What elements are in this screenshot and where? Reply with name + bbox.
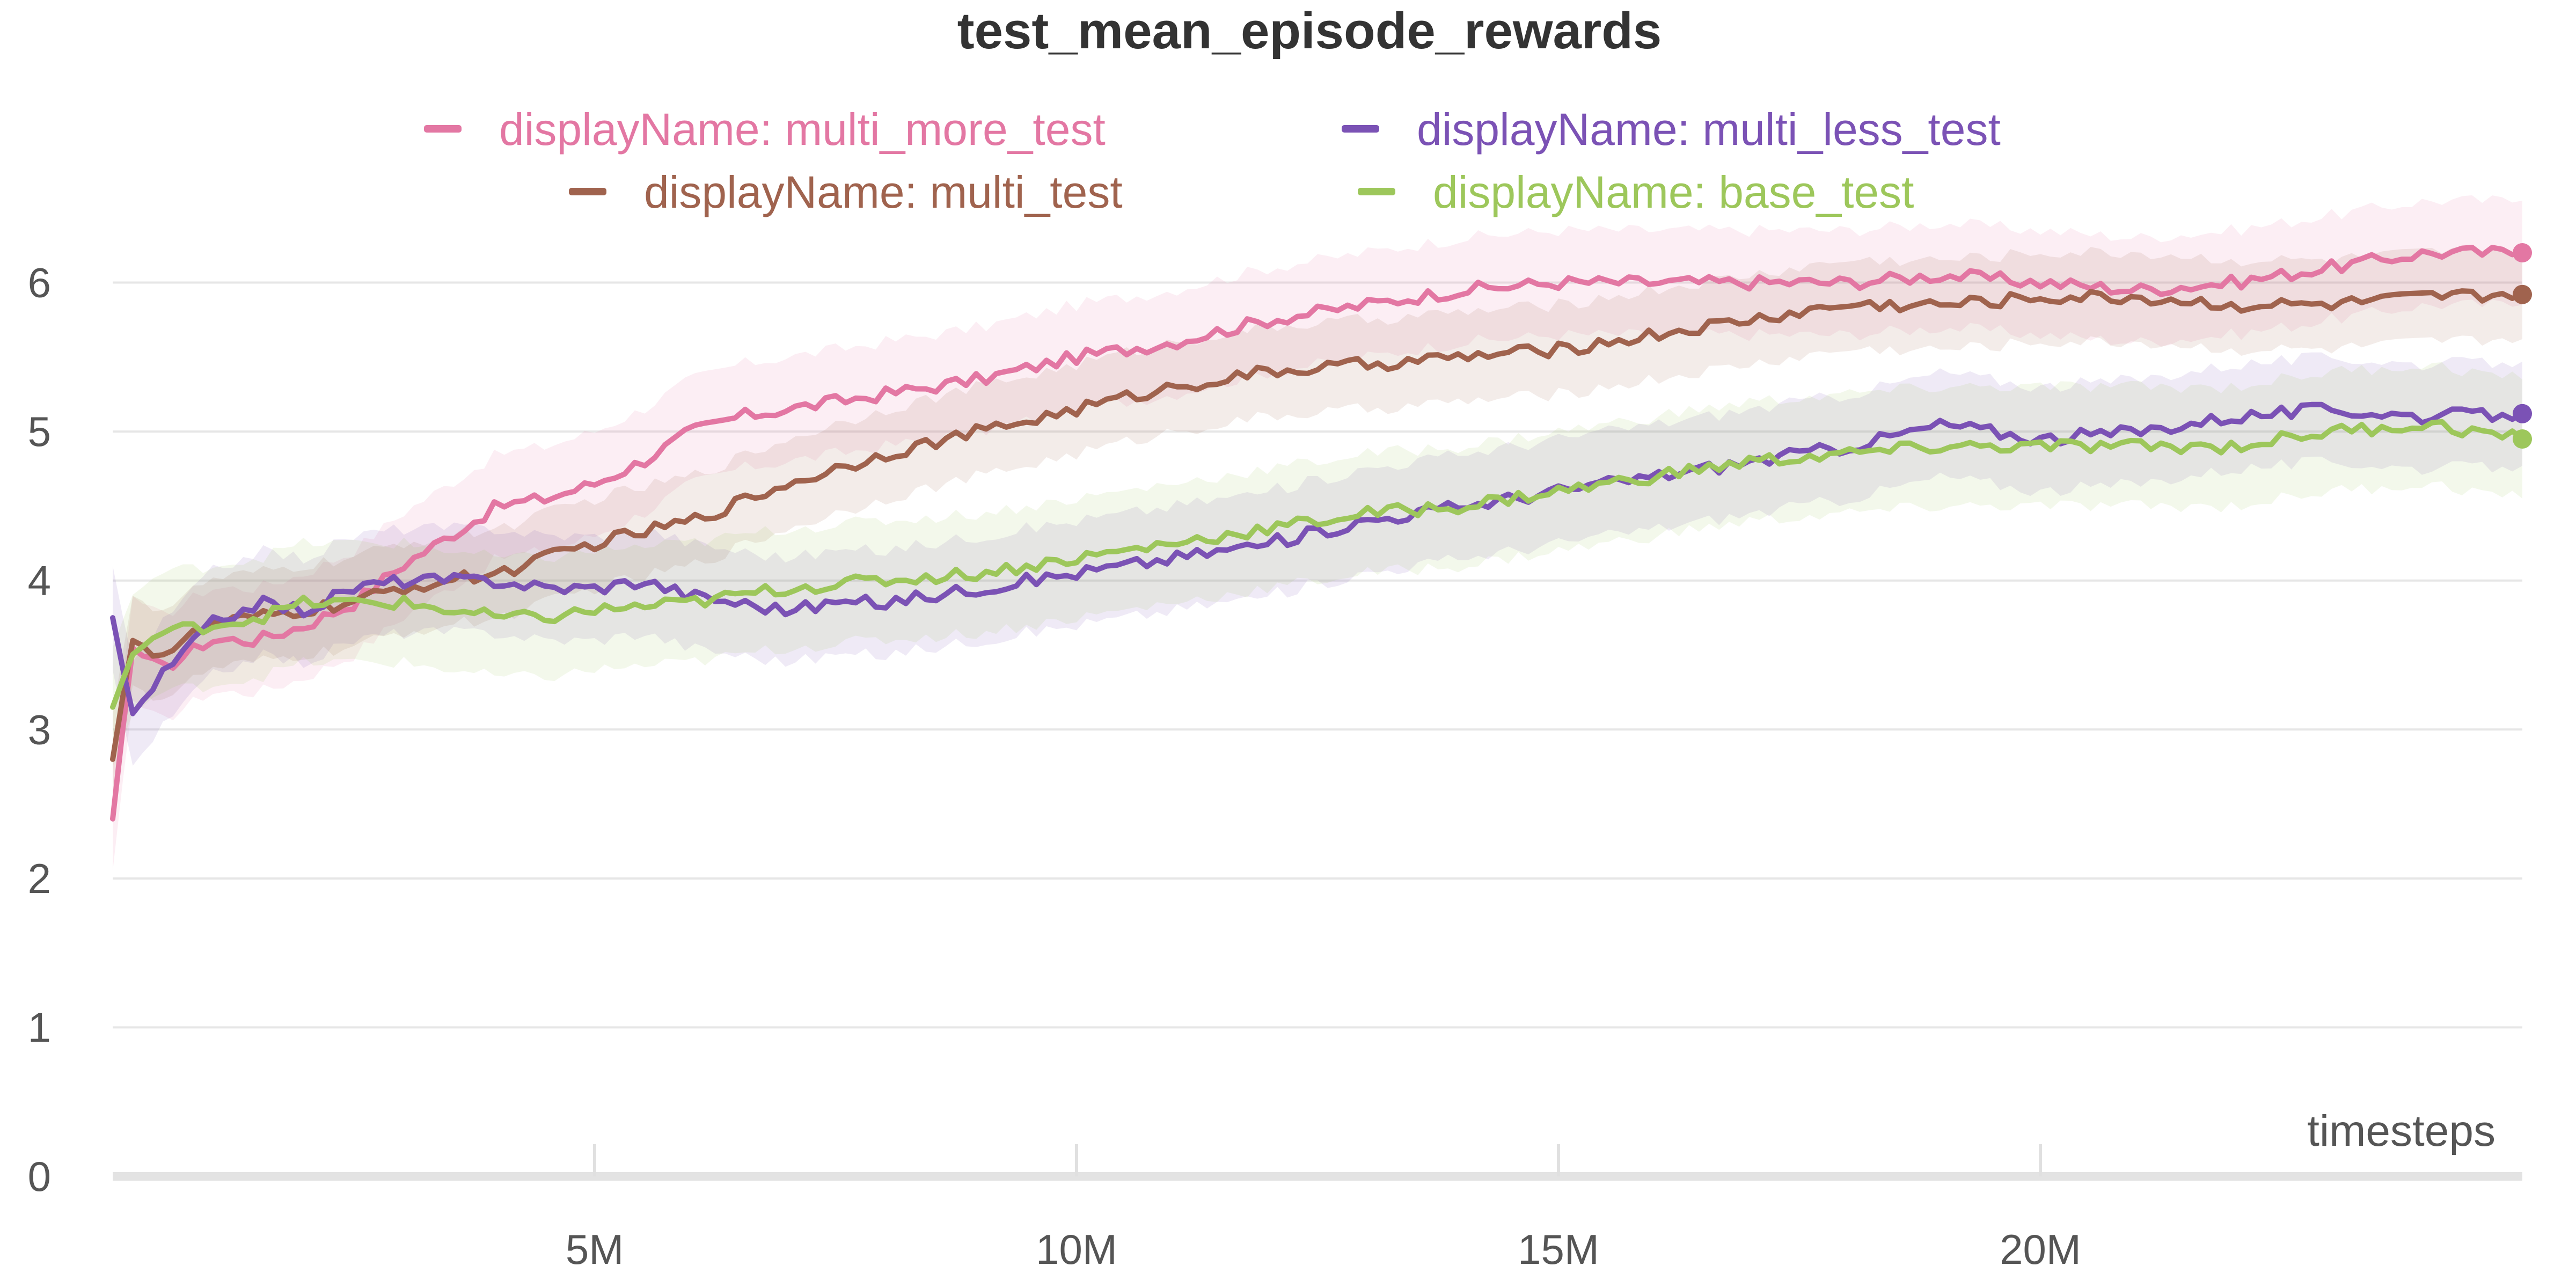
y-tick-label: 6 — [28, 259, 51, 306]
legend-item: displayName: multi_more_test — [424, 104, 1106, 155]
legend-label: displayName: multi_test — [644, 167, 1123, 217]
series-band — [113, 352, 2522, 766]
legend-item: displayName: base_test — [1358, 167, 1914, 217]
series-lines — [110, 245, 2525, 822]
legend-label: displayName: multi_more_test — [499, 104, 1106, 155]
series-end-markers — [2513, 243, 2532, 449]
series-band — [113, 362, 2522, 767]
series-line — [110, 288, 2525, 762]
x-tick-label: 20M — [2000, 1226, 2081, 1273]
legend-item: displayName: multi_test — [569, 167, 1123, 217]
series-band — [113, 195, 2522, 871]
series-end-point — [2513, 404, 2532, 423]
x-tick-label: 5M — [566, 1226, 624, 1273]
series-line — [110, 419, 2525, 710]
y-tick-label: 3 — [28, 706, 51, 753]
y-tick-label: 2 — [28, 855, 51, 902]
y-tick-label: 0 — [28, 1153, 51, 1200]
series-end-point — [2513, 429, 2532, 449]
chart-title: test_mean_episode_rewards — [957, 2, 1662, 60]
grid-lines — [113, 281, 2522, 1029]
y-axis: 0 1 2 3 4 5 6 — [28, 259, 51, 1200]
legend-label: displayName: base_test — [1433, 167, 1914, 217]
y-tick-label: 5 — [28, 408, 51, 455]
series-end-point — [2513, 243, 2532, 263]
legend: displayName: multi_more_test displayName:… — [424, 104, 2001, 217]
x-tick-label: 15M — [1518, 1226, 1599, 1273]
x-axis-label: timesteps — [2307, 1107, 2496, 1155]
y-tick-label: 1 — [28, 1004, 51, 1051]
series-line — [110, 245, 2525, 822]
legend-swatch — [424, 125, 462, 133]
y-tick-label: 4 — [28, 557, 51, 604]
legend-label: displayName: multi_less_test — [1417, 104, 2001, 155]
legend-item: displayName: multi_less_test — [1342, 104, 2001, 155]
x-axis: 5M 10M 15M 20M — [113, 1144, 2522, 1273]
legend-swatch — [1358, 188, 1395, 195]
series-line — [110, 401, 2525, 716]
legend-swatch — [1342, 125, 1379, 133]
series-end-point — [2513, 284, 2532, 304]
legend-swatch — [569, 188, 606, 195]
x-tick-label: 10M — [1036, 1226, 1117, 1273]
